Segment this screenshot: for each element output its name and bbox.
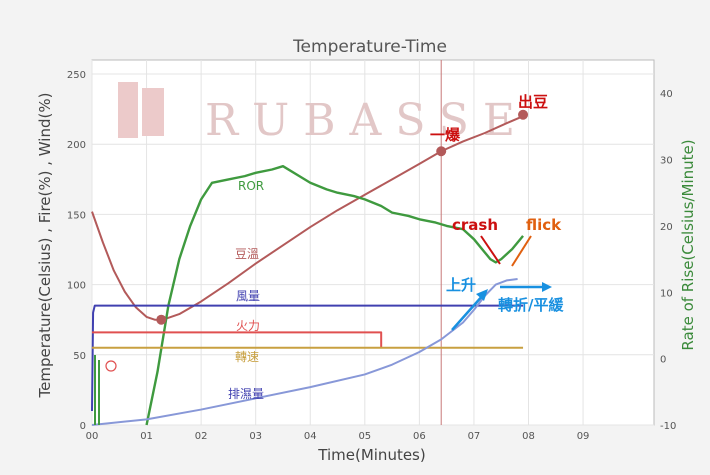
rubasse-watermark: RUBASSE [118, 82, 529, 146]
event-marker-2 [518, 109, 529, 120]
x-tick-label: 01 [140, 431, 153, 442]
x-tick-label: 06 [413, 431, 426, 442]
ror-label: ROR [238, 179, 264, 193]
exhaust-label: 排濕量 [228, 387, 264, 401]
series-line-1 [145, 164, 524, 426]
rise-arrowhead [476, 289, 488, 301]
series-line-2 [91, 304, 524, 411]
series-line-3 [92, 331, 383, 348]
y-tick-label: 0 [80, 421, 86, 432]
x-tick-label: 00 [86, 431, 99, 442]
rise-annotation: 上升 [446, 276, 476, 294]
y-tick-label: 150 [67, 210, 86, 221]
crash-annotation: crash [452, 216, 498, 234]
first-crack-label: 一爆 [430, 126, 461, 144]
x-tick-label: 08 [522, 431, 535, 442]
event-marker-0 [156, 314, 167, 325]
x-axis-label: Time(Minutes) [317, 446, 425, 464]
x-tick-label: 05 [358, 431, 371, 442]
crash-arrow [480, 235, 501, 265]
x-tick-label: 03 [249, 431, 262, 442]
x-tick-label: 02 [195, 431, 208, 442]
fire-label: 火力 [236, 319, 260, 333]
watermark-text: RUBASSE [205, 95, 529, 146]
rise-arrow [451, 293, 485, 331]
y2-tick-label: 20 [660, 222, 673, 233]
y-tick-label: 200 [67, 140, 86, 151]
y-tick-label: 100 [67, 281, 86, 292]
event-marker-1 [436, 146, 447, 157]
drum-speed-label: 轉速 [235, 350, 259, 364]
chart-title: Temperature-Time [292, 37, 447, 57]
y2-tick-label: 10 [660, 288, 673, 299]
drop-label: 出豆 [518, 93, 548, 111]
annotation-arrows [451, 235, 552, 331]
wind-label: 風量 [236, 289, 260, 303]
series-line-5 [91, 278, 518, 426]
flick-annotation: flick [526, 216, 562, 234]
x-tick-label: 04 [304, 431, 317, 442]
y2-tick-label: 30 [660, 156, 673, 167]
y2-tick-label: 0 [660, 355, 666, 366]
early-noise [94, 355, 117, 425]
flat-arrowhead [542, 282, 552, 292]
y-axis-label: Temperature(Celsius) , Fire(%) , Wind(%) [36, 93, 54, 399]
y-tick-label: 50 [73, 351, 86, 362]
y-tick-label: 250 [67, 70, 86, 81]
series-line-0 [91, 115, 524, 321]
turn-flat-annotation: 轉折/平緩 [498, 296, 564, 314]
y2-axis-label: Rate of Rise(Celsius/Minute) [679, 139, 697, 350]
x-tick-label: 09 [577, 431, 590, 442]
y2-tick-label: 40 [660, 89, 673, 100]
x-tick-label: 07 [468, 431, 481, 442]
bean-temp-label: 豆溫 [235, 247, 259, 261]
y2-tick-label: -10 [660, 421, 676, 432]
flick-arrow [511, 235, 532, 267]
